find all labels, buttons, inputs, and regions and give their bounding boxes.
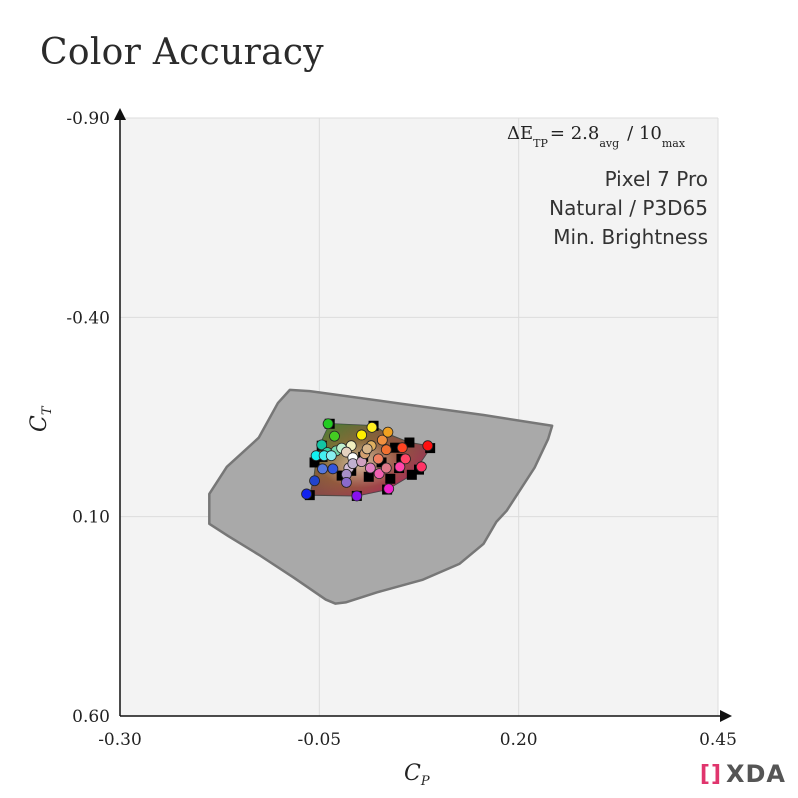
reference-square	[406, 469, 417, 480]
measured-point	[373, 468, 385, 480]
measured-point	[396, 442, 408, 454]
chart-title: Color Accuracy	[40, 32, 324, 73]
measured-point	[422, 440, 434, 452]
y-axis-arrow	[114, 108, 126, 120]
measured-point	[301, 488, 312, 500]
device-name: Pixel 7 Pro	[605, 167, 708, 191]
measured-point	[316, 439, 328, 451]
xda-logo: [] XDA	[699, 760, 786, 788]
y-axis-label: CT	[27, 405, 55, 432]
x-tick-labels: -0.30 -0.05 0.20 0.45	[98, 730, 737, 750]
y-tick-label: 0.60	[72, 707, 110, 727]
y-tick-labels: -0.90 -0.40 0.10 0.60	[66, 109, 110, 727]
brightness-setting: Min. Brightness	[553, 225, 708, 249]
measured-point	[364, 462, 376, 474]
x-tick-label: 0.45	[699, 730, 737, 750]
reference-square	[363, 471, 374, 482]
color-profile: Natural / P3D65	[549, 196, 708, 220]
measured-point	[366, 421, 378, 433]
measured-point	[317, 463, 328, 475]
measured-point	[400, 453, 411, 465]
measured-point	[347, 458, 359, 470]
measured-point	[415, 461, 427, 473]
x-tick-label: -0.30	[98, 730, 142, 750]
measured-points	[301, 418, 434, 502]
measured-point	[351, 490, 363, 502]
x-tick-label: 0.20	[500, 730, 538, 750]
measured-point	[322, 418, 334, 430]
measured-point	[383, 483, 395, 495]
measured-point	[325, 450, 337, 462]
reference-square	[385, 473, 396, 484]
reference-square	[404, 437, 415, 448]
measured-point	[356, 429, 367, 441]
measured-point	[380, 462, 392, 474]
y-tick-label: -0.90	[66, 109, 110, 129]
measured-point	[329, 430, 340, 442]
measured-point	[380, 444, 392, 456]
measured-point	[361, 443, 373, 455]
measured-point	[327, 463, 339, 475]
gamut-region	[208, 388, 554, 605]
measured-point	[372, 453, 384, 465]
reference-square	[390, 442, 401, 453]
logo-bracket-icon: []	[699, 761, 722, 787]
x-axis-label: CP	[404, 761, 430, 789]
measured-point	[382, 426, 394, 438]
measured-point	[376, 434, 388, 446]
measured-point	[394, 461, 406, 473]
measured-point	[309, 475, 320, 487]
y-tick-label: 0.10	[72, 508, 110, 528]
measured-point	[341, 476, 352, 488]
delta-e-metric: ΔETP = 2.8avg/ 10max	[507, 123, 686, 150]
x-axis-arrow	[720, 710, 732, 722]
x-tick-label: -0.05	[298, 730, 342, 750]
reference-square	[309, 457, 320, 468]
y-tick-label: -0.40	[66, 308, 110, 328]
